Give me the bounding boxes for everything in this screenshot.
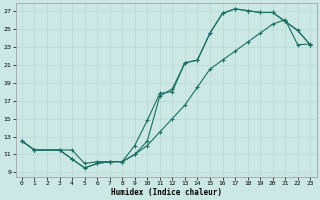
X-axis label: Humidex (Indice chaleur): Humidex (Indice chaleur) — [111, 188, 221, 197]
